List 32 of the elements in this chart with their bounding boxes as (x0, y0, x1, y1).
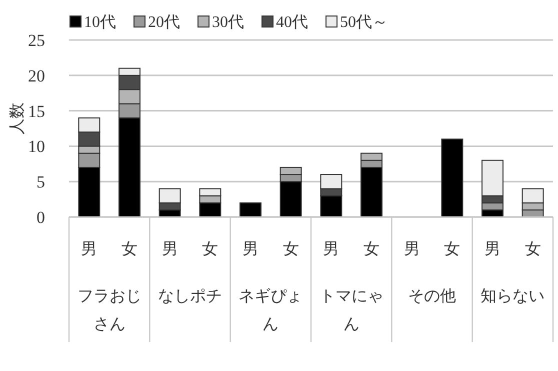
text: フラおじさん (76, 287, 142, 335)
y-tick-label: 0 (36, 208, 45, 227)
text: なしポチ (156, 287, 223, 307)
legend-label: 30代 (212, 14, 244, 31)
x-tick-label: 男 (404, 241, 420, 258)
x-tick-label: 男 (242, 241, 258, 258)
legend-label: 40代 (276, 14, 308, 31)
bar (441, 138, 464, 218)
text: その他 (406, 287, 457, 307)
legend-label: 20代 (148, 14, 180, 31)
text: 知らない (480, 287, 546, 307)
x-tick-label: 女 (282, 241, 299, 258)
x-tick-label: 女 (122, 241, 138, 258)
bar (240, 202, 262, 218)
y-tick-label: 25 (28, 31, 45, 50)
y-axis-title: 人数 (9, 102, 26, 134)
x-tick-label: 男 (484, 241, 500, 258)
legend-label: 10代 (84, 14, 116, 31)
x-tick-label: 女 (444, 241, 460, 258)
x-tick-label: 女 (364, 241, 380, 258)
legend-label: 50代～ (340, 14, 388, 31)
y-tick-label: 20 (28, 66, 45, 86)
x-tick-label: 女 (202, 241, 218, 258)
text: トマにゃん (318, 287, 384, 335)
y-tick-label: 10 (28, 137, 45, 156)
y-tick-label: 5 (36, 172, 45, 192)
x-tick-label: 男 (162, 241, 178, 258)
text: ネギぴょん (238, 287, 304, 335)
x-tick-label: 女 (524, 241, 541, 258)
x-tick-label: 男 (323, 241, 340, 258)
x-tick-label: 男 (81, 241, 98, 258)
y-tick-label: 15 (28, 102, 45, 121)
